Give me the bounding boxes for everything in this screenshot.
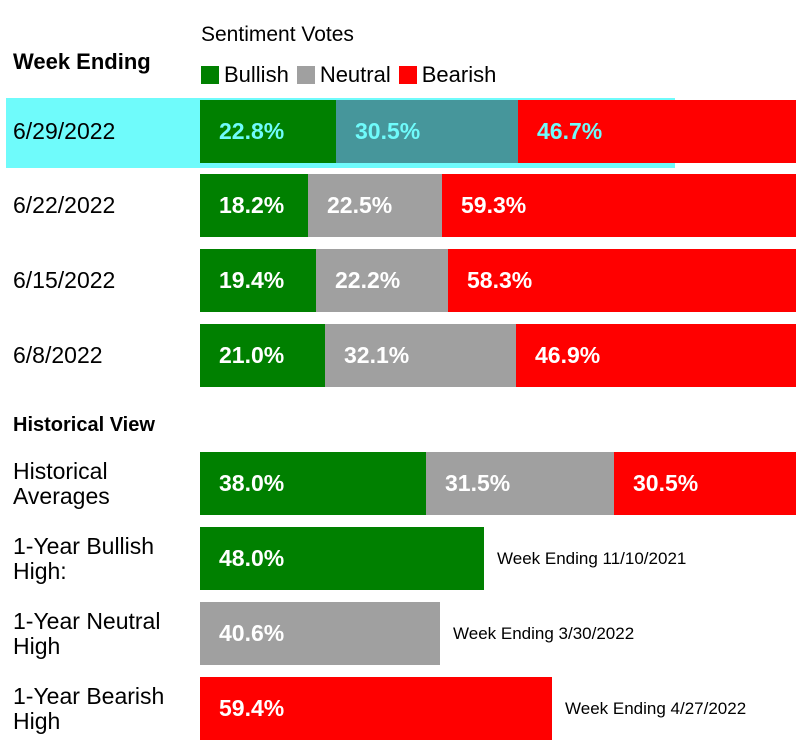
bar-segment-bullish xyxy=(200,527,484,590)
label-line: Historical xyxy=(13,458,108,484)
bullish-swatch xyxy=(201,66,219,84)
historical-row-label: 1-Year Bullish High: xyxy=(13,534,154,584)
legend-item-bearish: Bearish xyxy=(398,62,497,88)
high-week-note: Week Ending 3/30/2022 xyxy=(453,623,635,643)
bar-value-label: 59.4% xyxy=(219,695,285,721)
bar-segment-neutral xyxy=(316,249,448,312)
historical-row-label: 1-Year Bearish High xyxy=(13,684,164,734)
bearish-swatch xyxy=(398,66,417,84)
label-line: 1-Year Bearish xyxy=(13,683,165,709)
bar-segment-neutral xyxy=(308,174,442,237)
bar-segment-bullish xyxy=(200,100,336,163)
bar-segment-bearish xyxy=(442,174,796,237)
bar-value-label: 19.4% xyxy=(219,267,285,293)
bar-value-label: 38.0% xyxy=(219,470,285,496)
week-label: 6/22/2022 xyxy=(13,192,116,218)
legend-title: Sentiment Votes xyxy=(201,23,354,46)
week-label: 6/8/2022 xyxy=(13,342,103,368)
stacked-bar: 22.8% 30.5% 46.7% xyxy=(200,100,796,163)
bar-segment-bearish xyxy=(614,452,796,515)
bar-value-label: 46.7% xyxy=(537,118,603,144)
bar-segment-bearish xyxy=(518,100,796,163)
bar-segment-bullish xyxy=(200,174,308,237)
stacked-bar: 19.4% 22.2% 58.3% xyxy=(200,249,796,312)
stacked-bar: 18.2% 22.5% 59.3% xyxy=(200,174,796,237)
bar-value-label: 18.2% xyxy=(219,192,285,218)
bar-segment-bearish xyxy=(200,677,552,740)
historical-bar: 48.0% Week Ending 11/10/2021 xyxy=(200,527,796,590)
historical-bar: 38.0% 31.5% 30.5% xyxy=(200,452,796,515)
historical-row-label: 1-Year Neutral High xyxy=(13,609,160,659)
bar-value-label: 59.3% xyxy=(461,192,527,218)
legend: Bullish Neutral Bearish xyxy=(201,62,504,88)
highlight-tint xyxy=(336,100,518,163)
bar-segment-neutral xyxy=(426,452,614,515)
high-week-note: Week Ending 11/10/2021 xyxy=(497,548,687,568)
historical-row-label: Historical Averages xyxy=(13,459,110,509)
bar-value-label: 30.5% xyxy=(633,470,699,496)
high-week-note: Week Ending 4/27/2022 xyxy=(565,698,747,718)
bar-segment-bullish xyxy=(200,452,426,515)
bar-value-label: 22.8% xyxy=(219,118,285,144)
bar-segment-neutral xyxy=(200,602,440,665)
bar-value-label: 40.6% xyxy=(219,620,285,646)
legend-label-bullish: Bullish xyxy=(224,62,289,87)
bar-value-label: 22.5% xyxy=(327,192,393,218)
bar-segment-neutral xyxy=(325,324,516,387)
bar-segment-bullish xyxy=(200,249,316,312)
legend-item-neutral: Neutral xyxy=(296,62,391,88)
bar-value-label: 31.5% xyxy=(445,470,511,496)
bar-segment-bearish xyxy=(448,249,796,312)
bar-value-label: 22.2% xyxy=(335,267,401,293)
label-line: 1-Year Bullish xyxy=(13,533,155,559)
legend-item-bullish: Bullish xyxy=(201,62,289,88)
week-label: 6/15/2022 xyxy=(13,267,116,293)
bar-value-label: 48.0% xyxy=(219,545,285,571)
week-label: 6/29/2022 xyxy=(13,118,116,144)
bar-value-label: 58.3% xyxy=(467,267,533,293)
legend-label-bearish: Bearish xyxy=(421,62,497,87)
stacked-bar: 21.0% 32.1% 46.9% xyxy=(200,324,796,387)
label-line: High: xyxy=(13,558,67,584)
bar-value-label: 32.1% xyxy=(344,342,410,368)
label-line: 1-Year Neutral xyxy=(13,608,161,634)
label-line: High xyxy=(13,633,61,659)
label-line: Averages xyxy=(13,483,110,509)
label-line: High xyxy=(13,708,61,734)
bar-segment-bearish xyxy=(516,324,796,387)
historical-bar: 40.6% Week Ending 3/30/2022 xyxy=(200,602,796,665)
bar-value-label: 46.9% xyxy=(535,342,601,368)
bar-value-label: 30.5% xyxy=(355,118,421,144)
legend-label-neutral: Neutral xyxy=(319,62,391,87)
historical-bar: 59.4% Week Ending 4/27/2022 xyxy=(200,677,796,740)
historical-view-heading: Historical View xyxy=(13,414,155,436)
bar-value-label: 21.0% xyxy=(219,342,285,368)
bar-segment-bullish xyxy=(200,324,325,387)
neutral-swatch xyxy=(296,66,315,84)
week-ending-heading: Week Ending xyxy=(13,49,151,74)
